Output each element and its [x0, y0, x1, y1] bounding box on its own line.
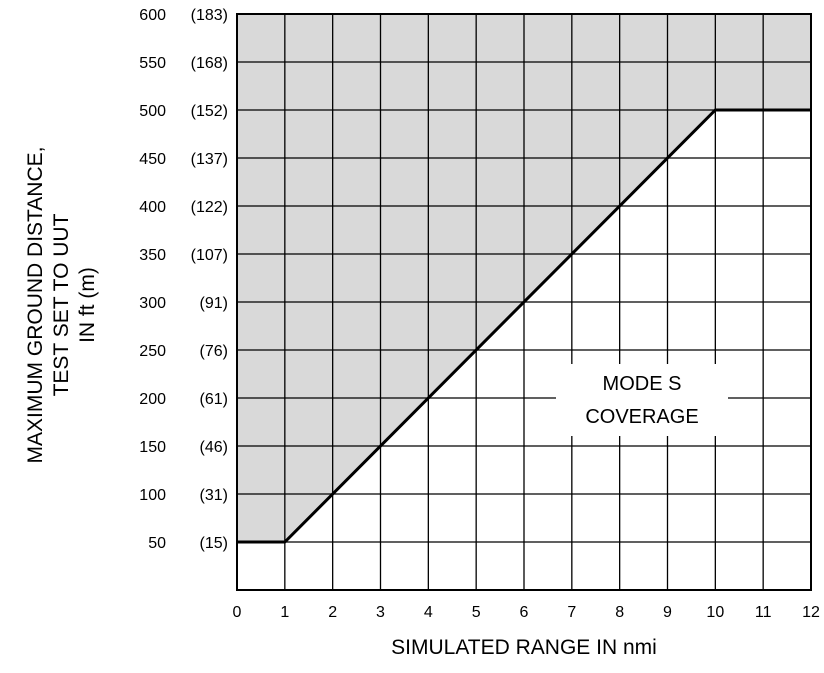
y-tick-label-500: 500	[139, 103, 166, 120]
y-tick-metric-label-150: (46)	[200, 439, 228, 456]
y-tick-label-350: 350	[139, 247, 166, 264]
y-tick-label-200: 200	[139, 391, 166, 408]
y-tick-label-600: 600	[139, 7, 166, 24]
x-tick-label-5: 5	[472, 604, 481, 621]
y-tick-metric-label-550: (168)	[191, 55, 228, 72]
x-tick-label-0: 0	[233, 604, 242, 621]
x-axis-title: SIMULATED RANGE IN nmi	[391, 636, 657, 659]
y-tick-metric-label-400: (122)	[191, 199, 228, 216]
y-tick-metric-label-250: (76)	[200, 343, 228, 360]
coverage-boundary-line	[237, 108, 811, 544]
annotation-line-1: MODE S	[603, 373, 682, 395]
x-tick-label-10: 10	[706, 604, 724, 621]
x-tick-label-9: 9	[663, 604, 672, 621]
y-tick-metric-label-100: (31)	[200, 487, 228, 504]
y-tick-metric-label-450: (137)	[191, 151, 228, 168]
y-tick-metric-label-200: (61)	[200, 391, 228, 408]
annotation-line-2: COVERAGE	[585, 406, 698, 428]
y-tick-label-150: 150	[139, 439, 166, 456]
y-tick-metric-label-600: (183)	[191, 7, 228, 24]
y-tick-label-550: 550	[139, 55, 166, 72]
y-tick-label-400: 400	[139, 199, 166, 216]
plot-frame	[236, 13, 812, 591]
y-tick-label-50: 50	[148, 535, 166, 552]
y-tick-metric-label-350: (107)	[191, 247, 228, 264]
y-tick-label-300: 300	[139, 295, 166, 312]
x-tick-label-11: 11	[755, 604, 772, 621]
x-tick-label-8: 8	[615, 604, 624, 621]
y-tick-label-100: 100	[139, 487, 166, 504]
x-tick-label-1: 1	[280, 604, 289, 621]
y-axis-title-line-3: IN ft (m)	[76, 267, 99, 343]
x-tick-label-4: 4	[424, 604, 433, 621]
y-axis-title-line-2: TEST SET TO UUT	[50, 213, 73, 396]
x-tick-label-3: 3	[376, 604, 385, 621]
x-tick-label-2: 2	[328, 604, 337, 621]
y-tick-label-450: 450	[139, 151, 166, 168]
x-tick-label-6: 6	[520, 604, 529, 621]
y-tick-metric-label-500: (152)	[191, 103, 228, 120]
annotation-box	[556, 364, 728, 436]
x-tick-label-12: 12	[802, 604, 820, 621]
x-tick-label-7: 7	[567, 604, 576, 621]
y-axis-title-line-1: MAXIMUM GROUND DISTANCE,	[24, 147, 47, 464]
y-tick-metric-label-300: (91)	[200, 295, 228, 312]
y-tick-label-250: 250	[139, 343, 166, 360]
y-tick-metric-label-50: (15)	[200, 535, 228, 552]
